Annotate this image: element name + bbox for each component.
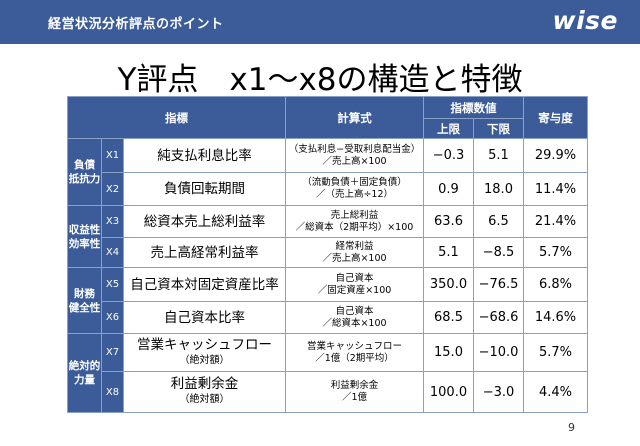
slide-title: Y評点 x1〜x8の構造と特徴 <box>117 62 523 98</box>
indicator-name: 総資本売上総利益率 <box>143 213 266 230</box>
lower-value: −8.5 <box>473 237 524 268</box>
contribution-value: 5.7% <box>523 333 588 372</box>
table-row: 財務 健全性 X5 自己資本対固定資産比率 自己資本 ／固定資産×100 350.0 −7… <box>67 267 588 334</box>
table-row: X2 負債回転期間 （流動負債＋固定負債） ／（売上高÷12） 0.9 18.0 11.4… <box>68 172 588 206</box>
header-values-group: 指標数値 <box>423 96 524 119</box>
formula-cell: （支払利息−受取利息配当金） ／売上高×100 <box>285 138 424 173</box>
brand-logo: wise <box>552 6 618 35</box>
formula-cell: 自己資本 ／総資本×100 <box>285 301 424 334</box>
lower-value: −10.0 <box>473 333 524 372</box>
indicator-name: 自己資本対固定資産比率 <box>130 276 279 293</box>
indicator-name: 負債回転期間 <box>164 181 245 197</box>
table-row: 負債 抵抗力 X1 純支払利息比率 （支払利息−受取利息配当金） ／売上高×100 −0… <box>67 138 588 206</box>
formula-cell: 経常利益 ／売上高×100 <box>285 237 424 268</box>
indicator-cell: 自己資本対固定資産比率 <box>123 267 286 302</box>
contribution-value: 6.8% <box>523 267 588 302</box>
row-code: X1 <box>101 138 124 173</box>
row-code: X2 <box>101 172 124 206</box>
row-code: X5 <box>101 267 124 302</box>
indicator-cell: 営業キャッシュフロー （絶対額） <box>123 333 286 372</box>
indicator-name: 自己資本比率 <box>164 309 245 326</box>
table-row: X8 利益剰余金 （絶対額） 利益剰余金 ／1億 100.0 −3.0 4.4% <box>68 371 588 413</box>
lower-value: 18.0 <box>473 172 524 206</box>
contribution-value: 4.4% <box>523 371 588 413</box>
group-label: 収益性 効率性 <box>67 205 102 268</box>
indicator-cell: 総資本売上総利益率 <box>123 205 286 238</box>
upper-value: 68.5 <box>423 301 474 334</box>
lower-value: −68.6 <box>473 301 524 334</box>
lower-value: 6.5 <box>473 205 524 238</box>
breadcrumb: 経営状況分析評点のポイント <box>48 17 224 32</box>
indicator-cell: 自己資本比率 <box>123 301 286 334</box>
indicator-name: 営業キャッシュフロー <box>137 336 272 353</box>
lower-value: −3.0 <box>473 371 524 413</box>
row-code: X6 <box>101 301 124 334</box>
header-formula: 計算式 <box>285 96 424 139</box>
contribution-value: 29.9% <box>523 138 588 173</box>
formula-cell: 売上総利益 ／総資本（2期平均）×100 <box>285 205 424 238</box>
formula-cell: 利益剰余金 ／1億 <box>285 371 424 413</box>
indicator-cell: 利益剰余金 （絶対額） <box>123 371 286 413</box>
indicator-name: 利益剰余金 <box>170 376 239 392</box>
table-row: 絶対的 力量 X7 営業キャッシュフロー （絶対額） 営業キャッシュフロー ／1億（2期… <box>67 333 588 413</box>
row-code: X4 <box>101 237 124 268</box>
indicator-name: 売上高経常利益率 <box>150 244 259 261</box>
indicator-cell: 売上高経常利益率 <box>123 237 286 268</box>
lower-value: −76.5 <box>473 267 524 302</box>
header-bar: 経営状況分析評点のポイント wise <box>0 0 640 44</box>
row-code: X3 <box>101 205 124 238</box>
upper-value: 0.9 <box>423 172 474 206</box>
upper-value: 350.0 <box>423 267 474 302</box>
upper-value: 5.1 <box>423 237 474 268</box>
contribution-value: 14.6% <box>523 301 588 334</box>
table-row: 収益性 効率性 X3 総資本売上総利益率 売上総利益 ／総資本（2期平均）×100 63… <box>67 205 588 268</box>
contribution-value: 21.4% <box>523 205 588 238</box>
group-label: 負債 抵抗力 <box>67 138 102 206</box>
indicator-cell: 負債回転期間 <box>123 172 286 206</box>
contribution-value: 5.7% <box>523 237 588 268</box>
row-code: X7 <box>101 333 124 372</box>
upper-value: −0.3 <box>423 138 474 173</box>
contribution-value: 11.4% <box>523 172 588 206</box>
formula-cell: 営業キャッシュフロー ／1億（2期平均） <box>285 333 424 372</box>
header-contribution: 寄与度 <box>523 96 588 139</box>
indicator-note: （絶対額） <box>179 354 230 366</box>
indicator-cell: 純支払利息比率 <box>123 138 286 173</box>
indicator-note: （絶対額） <box>179 394 230 405</box>
group-label: 絶対的 力量 <box>67 333 102 413</box>
upper-value: 100.0 <box>423 371 474 413</box>
page-number: 9 <box>568 421 575 434</box>
row-code: X8 <box>101 371 124 413</box>
header-indicator: 指標 <box>67 96 286 139</box>
upper-value: 15.0 <box>423 333 474 372</box>
formula-cell: （流動負債＋固定負債） ／（売上高÷12） <box>285 172 424 206</box>
header-upper: 上限 <box>423 118 474 139</box>
lower-value: 5.1 <box>473 138 524 173</box>
table-row: X4 売上高経常利益率 経常利益 ／売上高×100 5.1 −8.5 5.7% <box>68 237 588 268</box>
table-row: X6 自己資本比率 自己資本 ／総資本×100 68.5 −68.6 14.6% <box>68 301 588 334</box>
formula-cell: 自己資本 ／固定資産×100 <box>285 267 424 302</box>
indicator-table: 指標 計算式 指標数値 寄与度 上限 下限 負債 抵抗力 X1 純支払利息比率 （支払… <box>67 96 588 413</box>
group-label: 財務 健全性 <box>67 267 102 334</box>
header-lower: 下限 <box>473 118 524 139</box>
upper-value: 63.6 <box>423 205 474 238</box>
indicator-name: 純支払利息比率 <box>157 147 252 164</box>
